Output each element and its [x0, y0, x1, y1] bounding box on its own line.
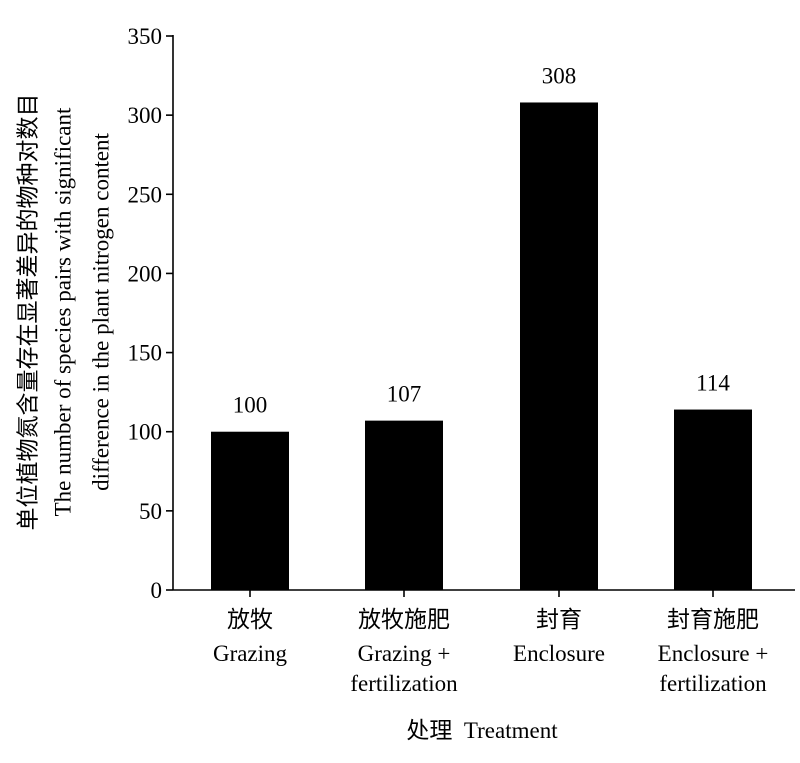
- x-tick-label-en: fertilization: [659, 671, 767, 696]
- x-tick-label-zh: 放牧施肥: [358, 607, 450, 632]
- y-axis-title-line: difference in the plant nitrogen content: [88, 132, 113, 490]
- y-axis-title: 单位植物氮含量存在显著差异的物种对数目 The number of species…: [15, 94, 113, 531]
- x-axis-title: 处理 Treatment: [406, 718, 558, 743]
- x-tick-label-en: Enclosure +: [658, 641, 769, 666]
- y-axis-title-line: The number of species pairs with signifi…: [50, 107, 75, 516]
- x-tick-label-en: Grazing +: [358, 641, 451, 666]
- data-label: 107: [387, 382, 422, 407]
- data-label: 114: [696, 371, 730, 396]
- y-tick-label: 0: [151, 578, 163, 603]
- x-tick-label-zh: 封育施肥: [667, 607, 759, 632]
- bar: [365, 420, 443, 590]
- y-tick-label: 250: [128, 182, 163, 207]
- y-tick-label: 150: [128, 341, 163, 366]
- x-axis: [173, 589, 795, 597]
- y-tick-label: 200: [128, 261, 163, 286]
- bar: [520, 102, 598, 590]
- x-tick-label-zh: 封育: [536, 607, 582, 632]
- x-tick-label-en: Grazing: [213, 641, 288, 666]
- data-label: 308: [542, 63, 577, 88]
- data-label: 100: [233, 393, 268, 418]
- y-tick-label: 350: [128, 24, 163, 49]
- bar: [674, 409, 752, 590]
- data-labels: 100 107 308 114: [233, 63, 731, 417]
- y-axis: 0 50 100 150 200 250 300 350: [128, 24, 174, 603]
- bars: [211, 102, 752, 590]
- x-tick-labels: 放牧 Grazing 放牧施肥 Grazing + fertilization 封育 Enc…: [213, 607, 768, 696]
- y-tick-label: 50: [139, 499, 162, 524]
- x-tick-label-en: fertilization: [350, 671, 458, 696]
- y-tick-label: 100: [128, 420, 163, 445]
- bar: [211, 431, 289, 590]
- x-tick-label-en: Enclosure: [513, 641, 605, 666]
- x-tick-label-zh: 放牧: [227, 607, 273, 632]
- y-axis-title-line: 单位植物氮含量存在显著差异的物种对数目: [15, 94, 40, 531]
- y-tick-label: 300: [128, 103, 163, 128]
